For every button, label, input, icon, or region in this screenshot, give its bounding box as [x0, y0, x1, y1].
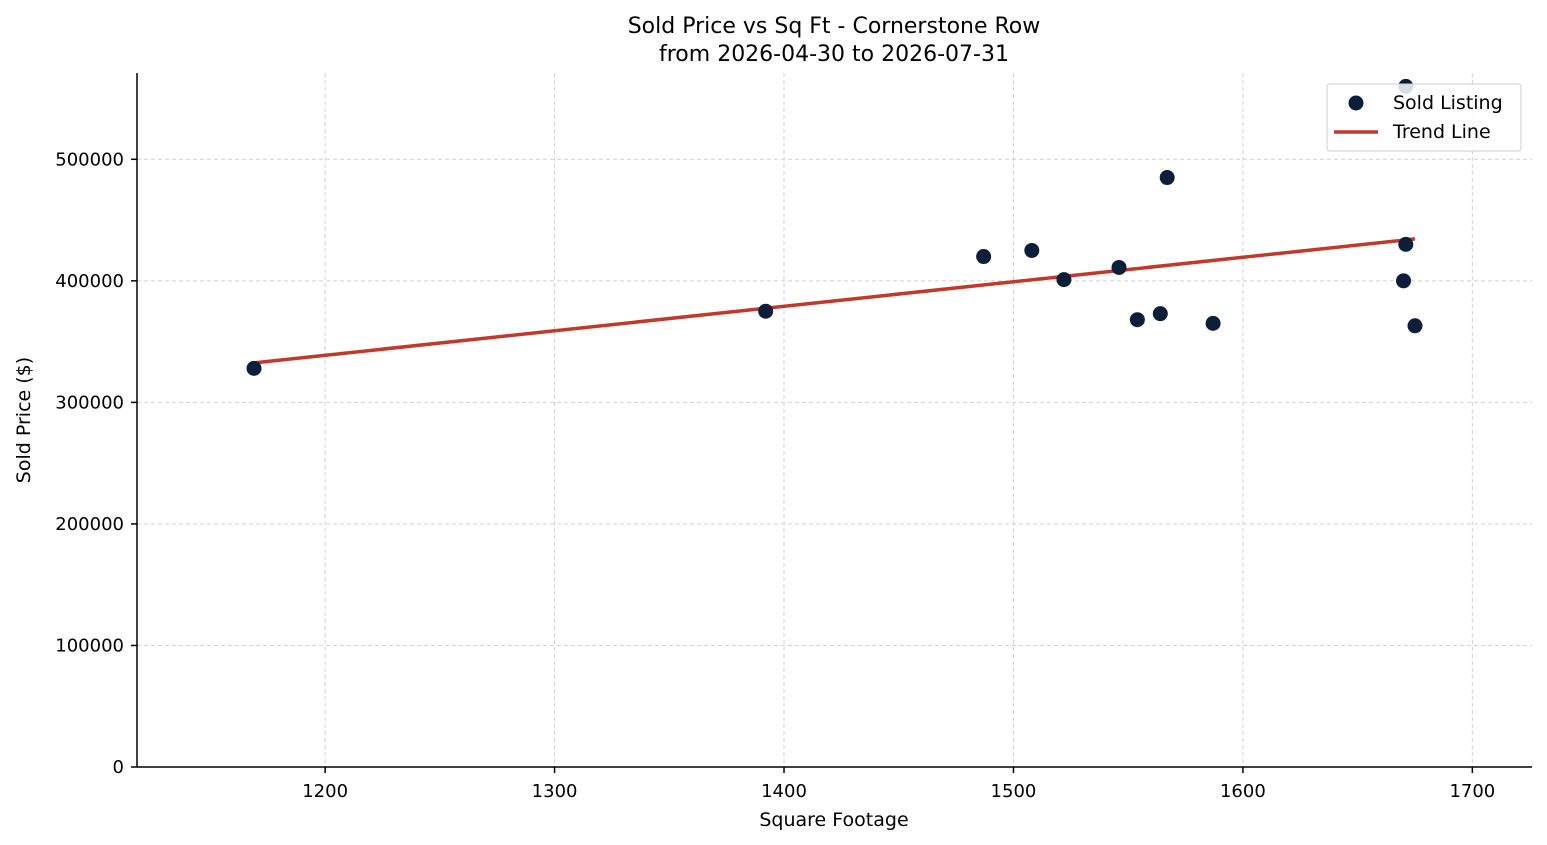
- data-point: [1024, 242, 1040, 258]
- x-axis-ticks: 1200 1300 1400 1500 1600 1700: [302, 767, 1495, 802]
- legend-box: [1326, 83, 1522, 152]
- data-point: [1129, 312, 1145, 328]
- y-axis-ticks: 0 100000 200000 300000 400000 500000: [55, 149, 137, 778]
- data-point: [1396, 273, 1412, 289]
- data-point: [976, 249, 992, 265]
- x-tick-label: 1300: [532, 781, 578, 802]
- data-point: [1152, 306, 1168, 322]
- data-point: [1111, 259, 1127, 275]
- chart-subtitle: from 2026-04-30 to 2026-07-31: [659, 42, 1009, 67]
- data-point: [1205, 315, 1221, 331]
- x-tick-label: 1700: [1449, 781, 1495, 802]
- legend-label-trend-line: Trend Line: [1392, 121, 1491, 143]
- y-tick-label: 500000: [55, 149, 124, 170]
- data-point: [758, 303, 774, 319]
- trend-line: [253, 237, 1416, 365]
- data-point: [1056, 272, 1072, 288]
- legend: Sold Listing Trend Line: [1326, 83, 1522, 152]
- y-tick-label: 300000: [55, 392, 124, 413]
- legend-marker-sold-listing: [1348, 95, 1364, 111]
- y-axis-label: Sold Price ($): [13, 357, 35, 483]
- data-point: [1398, 236, 1414, 252]
- x-tick-label: 1500: [991, 781, 1037, 802]
- y-tick-label: 100000: [55, 635, 124, 656]
- data-points-layer: [246, 78, 1423, 376]
- data-point: [1159, 170, 1175, 186]
- trend-line-layer: [253, 237, 1416, 365]
- x-axis-label: Square Footage: [759, 809, 908, 831]
- x-tick-label: 1400: [761, 781, 807, 802]
- x-tick-label: 1600: [1220, 781, 1266, 802]
- x-tick-label: 1200: [302, 781, 348, 802]
- y-tick-label: 0: [113, 757, 124, 778]
- y-tick-label: 200000: [55, 514, 124, 535]
- grid-lines: [137, 73, 1532, 767]
- chart-title: Sold Price vs Sq Ft - Cornerstone Row: [628, 14, 1041, 39]
- data-point: [246, 360, 262, 376]
- data-point: [1407, 318, 1423, 334]
- y-tick-label: 400000: [55, 271, 124, 292]
- legend-label-sold-listing: Sold Listing: [1393, 92, 1503, 114]
